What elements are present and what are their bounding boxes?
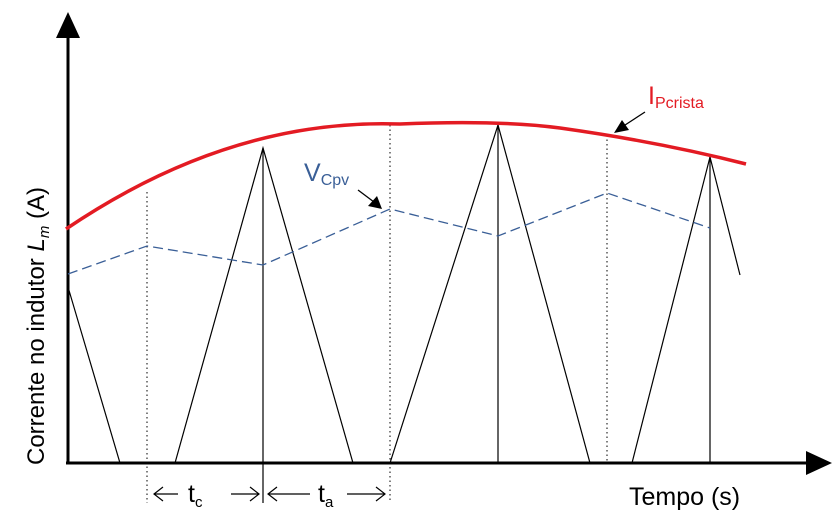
y-axis-label-main: Corrente no indutor — [23, 252, 50, 465]
tc-left-arrow-head — [153, 486, 164, 502]
vcpv-curve — [67, 192, 711, 275]
ta-left-arrow-head — [267, 486, 278, 502]
y-axis-label-unit: (A) — [23, 187, 50, 226]
ipeak-pointer-line — [621, 111, 646, 128]
vcpv-label: VCpv — [304, 159, 349, 189]
interval-arrows — [153, 486, 386, 502]
ipeak-pointer-head — [614, 120, 629, 133]
y-axis-label-symbol: L — [23, 238, 50, 251]
dotted-guides — [146, 125, 608, 503]
axes — [56, 12, 832, 475]
pointer-arrows — [357, 111, 646, 209]
ta-label: ta — [318, 480, 334, 511]
ipeak-label: IPcrista — [648, 82, 704, 112]
peak-envelope-curve — [65, 120, 747, 231]
tc-label-main: t — [188, 480, 195, 508]
y-axis-label-sub: m — [36, 226, 53, 239]
ta-right-arrow-head — [375, 486, 386, 502]
vcpv-pointer-head — [368, 196, 382, 209]
y-axis-arrowhead — [56, 12, 80, 38]
ipeak-label-sub: Pcrista — [655, 95, 704, 112]
tc-label: tc — [188, 480, 203, 511]
inductor-current-ramps — [67, 122, 741, 464]
peak-verticals — [262, 125, 711, 503]
ipeak-label-main: I — [648, 82, 655, 110]
vcpv-label-sub: Cpv — [321, 172, 349, 189]
tc-label-sub: c — [195, 494, 203, 511]
ta-label-sub: a — [325, 494, 334, 511]
y-axis-label: Corrente no indutor Lm (A) — [23, 187, 53, 465]
tc-right-arrow-head — [249, 486, 260, 502]
x-axis-arrowhead — [806, 451, 832, 475]
ta-label-main: t — [318, 480, 325, 508]
vcpv-pointer-line — [357, 189, 375, 203]
vcpv-label-main: V — [304, 159, 321, 187]
x-axis-label: Tempo (s) — [629, 483, 740, 511]
